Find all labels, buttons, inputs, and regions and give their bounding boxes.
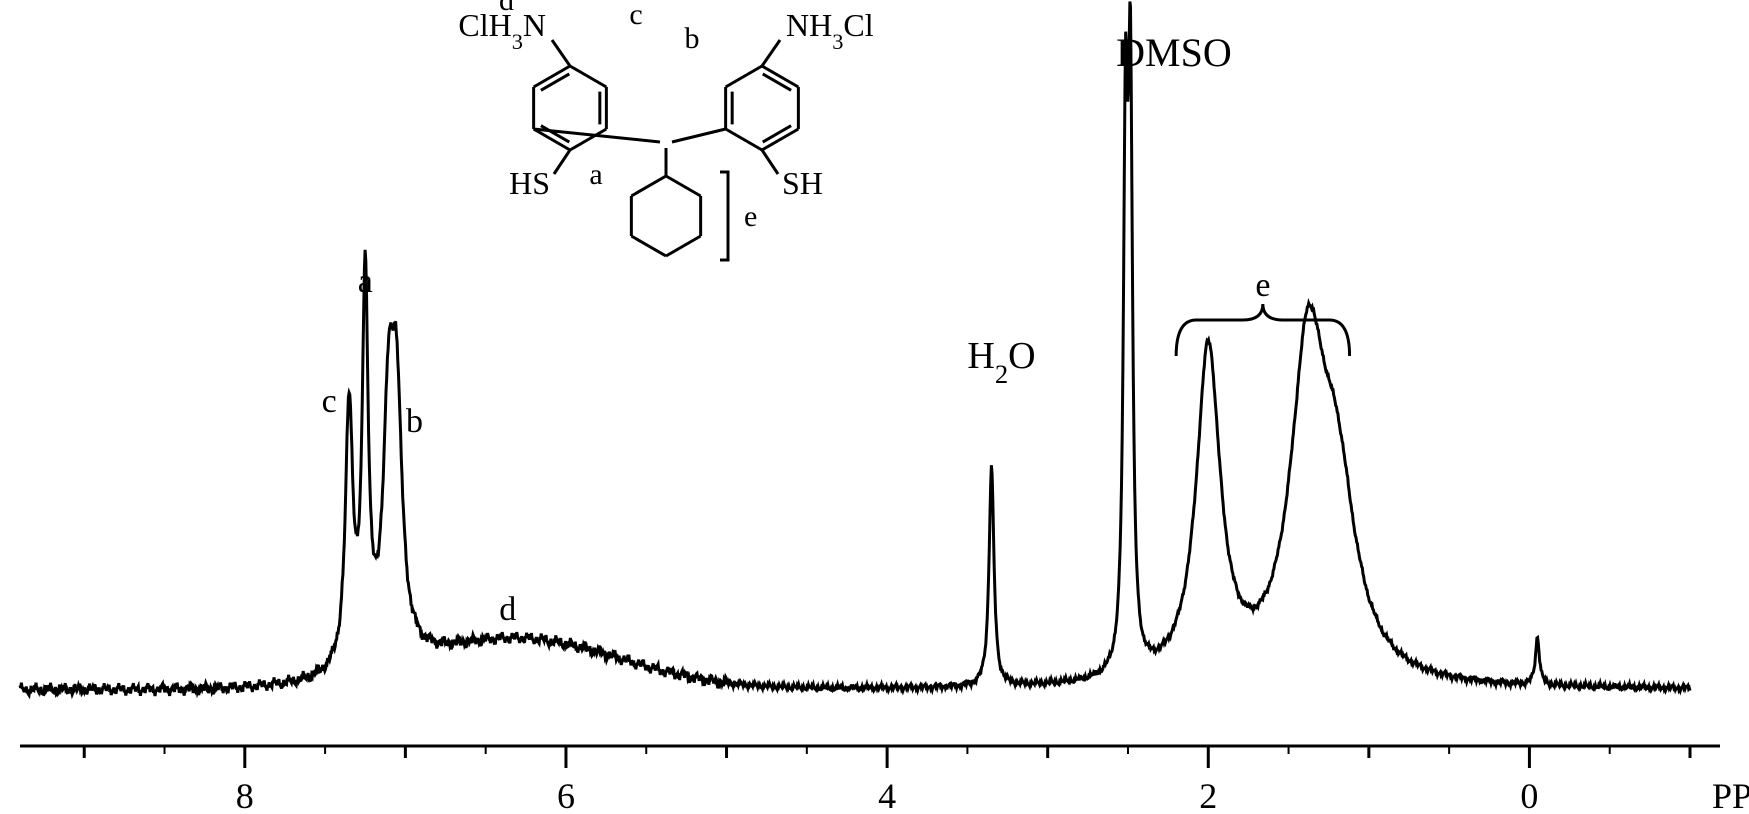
axis-unit-label: PPM [1712,776,1749,814]
peak-label-a: a [358,263,373,300]
peak-label-b: b [406,403,423,440]
mol-text: HS [509,165,550,201]
mol-text: NH3Cl [786,7,874,54]
mol-bracket [720,172,728,260]
mol-text: c [629,0,642,31]
peak-label-d: d [499,591,516,628]
solvent-label-dmso: DMSO [1116,30,1232,75]
peak-label-e: e [1255,267,1270,304]
mol-text: SH [782,165,823,201]
mol-text: d [499,0,514,17]
e-brace [1176,304,1349,356]
nmr-figure: 86420PPMcabdH2ODMSOeClH3NdcbHSaNH3ClSHe [0,0,1749,814]
x-tick-label: 2 [1199,776,1217,814]
peak-label-c: c [322,383,337,420]
mol-text: e [744,200,757,233]
molecule-structure: ClH3NdcbHSaNH3ClSHe [458,0,873,260]
solvent-label-h2o: H2O [967,335,1035,389]
spectrum-trace [20,2,1690,697]
x-tick-label: 4 [878,776,896,814]
x-tick-label: 8 [236,776,254,814]
mol-text: a [589,158,602,191]
x-tick-label: 0 [1520,776,1538,814]
x-tick-label: 6 [557,776,575,814]
mol-text: b [685,22,700,55]
